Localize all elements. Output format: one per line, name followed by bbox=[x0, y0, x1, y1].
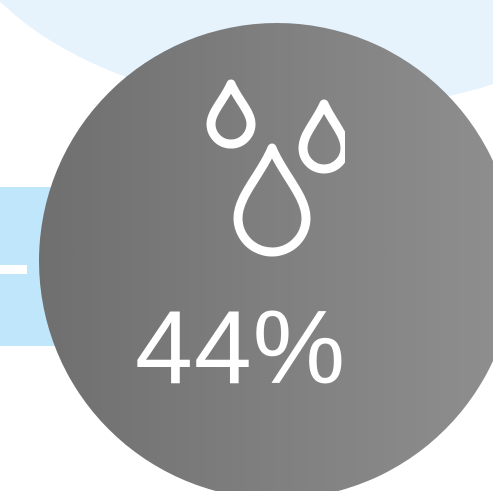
small-drop-left-icon bbox=[206, 79, 256, 149]
humidity-circle bbox=[39, 23, 493, 491]
water-drops-icon bbox=[206, 79, 345, 257]
small-drop-right-icon bbox=[298, 99, 345, 174]
minus-mark bbox=[0, 265, 27, 274]
humidity-value: 44% bbox=[135, 290, 347, 406]
large-drop-icon bbox=[233, 143, 311, 257]
